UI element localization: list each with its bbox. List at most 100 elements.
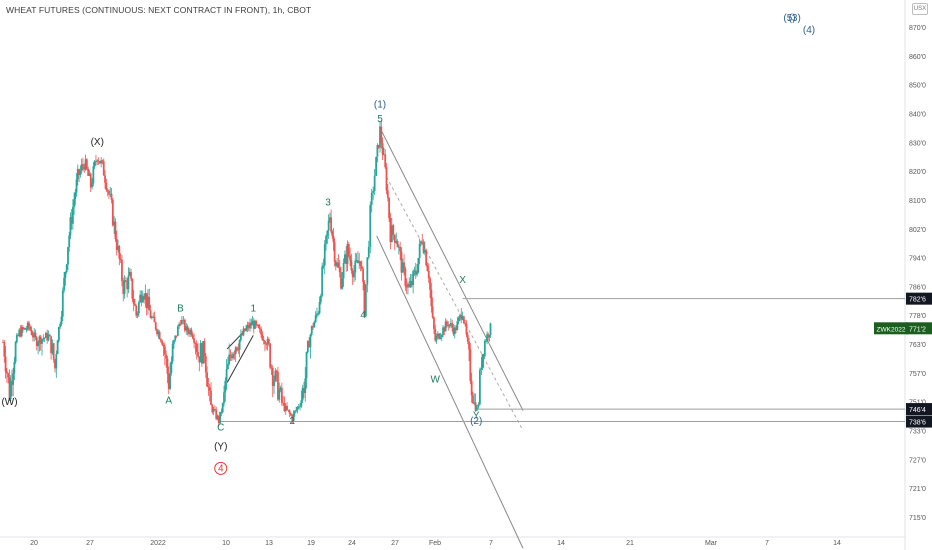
candle-body — [171, 343, 174, 362]
candle-body — [104, 175, 106, 183]
candle-body — [232, 353, 234, 359]
candle-body — [8, 377, 11, 400]
candle-body — [251, 320, 254, 326]
candle-body — [291, 415, 294, 421]
candle-body — [326, 230, 329, 236]
candle-body — [455, 327, 457, 331]
candle-body — [197, 351, 199, 357]
price-tick-label: 820'0 — [909, 169, 926, 176]
price-tick-label: 715'0 — [909, 515, 926, 522]
candle-body — [453, 327, 456, 335]
candle-body — [305, 351, 308, 379]
candle-body — [67, 247, 69, 265]
candle-body — [207, 386, 210, 388]
candle-body — [376, 144, 379, 157]
candle-body — [123, 280, 126, 294]
candle-body — [80, 164, 83, 171]
candle-body — [3, 342, 6, 357]
candle-body — [423, 249, 426, 253]
candle-body — [462, 316, 465, 323]
candle-body — [48, 334, 51, 337]
candle-body — [106, 190, 109, 191]
candle-body — [202, 341, 205, 364]
candle-body — [43, 337, 46, 339]
candle-body — [383, 154, 385, 156]
candle-body — [241, 333, 244, 336]
candle-body — [329, 217, 331, 221]
candle-body — [61, 290, 64, 317]
candle-body — [97, 160, 100, 162]
candle-body — [337, 262, 340, 268]
candle-body — [260, 328, 262, 335]
candle-body — [442, 327, 444, 335]
candle-body — [434, 329, 437, 341]
candle-body — [385, 167, 388, 191]
candle-body — [91, 183, 93, 188]
candle-body — [396, 241, 399, 248]
candle-body — [321, 266, 324, 296]
time-tick-label: Mar — [705, 540, 718, 547]
candle-body — [334, 261, 337, 267]
candle-body — [71, 207, 74, 224]
candle-body — [264, 341, 266, 344]
candle-body — [420, 241, 422, 244]
candle-body — [83, 166, 86, 170]
candle-body — [144, 293, 147, 300]
candle-body — [466, 334, 469, 342]
candle-body — [147, 296, 149, 309]
candle-body — [15, 335, 18, 343]
candle-body — [136, 313, 139, 316]
candle-body — [114, 221, 117, 239]
candle-body — [126, 281, 129, 290]
candle-body — [355, 260, 358, 261]
candle-body — [113, 221, 116, 226]
candle-body — [262, 339, 265, 342]
candle-body — [357, 260, 359, 264]
candle-body — [393, 234, 396, 243]
candle-body — [118, 246, 121, 259]
candle-body — [308, 340, 311, 348]
candle-body — [459, 315, 461, 318]
candle-body — [430, 289, 433, 307]
candle-body — [210, 390, 212, 406]
candle-body — [325, 235, 327, 245]
candle-body — [401, 262, 404, 273]
wave-label: C — [217, 423, 224, 434]
candle-body — [314, 315, 317, 322]
candle-body — [470, 381, 473, 396]
price-label-text: 771'2 — [909, 326, 926, 333]
candle-body — [214, 409, 216, 410]
candle-body — [30, 329, 33, 335]
currency-badge[interactable]: USX — [912, 3, 928, 15]
candle-body — [87, 168, 90, 176]
candle-body — [464, 322, 467, 324]
candle-body — [332, 236, 335, 243]
candle-body — [220, 411, 223, 413]
candle-body — [399, 246, 402, 252]
candle-body — [32, 334, 34, 338]
price-label-text: 746'4 — [909, 407, 926, 414]
candle-body — [318, 302, 321, 314]
time-tick-label: 7 — [765, 540, 769, 547]
candle-body — [280, 387, 283, 403]
candle-body — [60, 316, 63, 324]
candle-body — [444, 321, 447, 332]
candle-body — [295, 409, 298, 411]
candle-body — [274, 370, 277, 381]
candle-body — [350, 260, 353, 271]
candle-body — [148, 296, 151, 311]
candle-body — [313, 321, 316, 328]
candle-body — [489, 323, 492, 336]
candle-body — [2, 342, 4, 343]
candle-body — [392, 225, 395, 235]
chart-title: WHEAT FUTURES (CONTINUOUS: NEXT CONTRACT… — [6, 5, 312, 15]
candle-body — [360, 266, 363, 270]
candle-body — [221, 403, 224, 413]
candle-body — [179, 323, 182, 325]
candle-body — [178, 323, 181, 327]
wave-label: 2 — [289, 416, 295, 427]
candle-body — [56, 340, 59, 355]
candle-body — [51, 343, 54, 354]
candle-body — [297, 406, 300, 408]
